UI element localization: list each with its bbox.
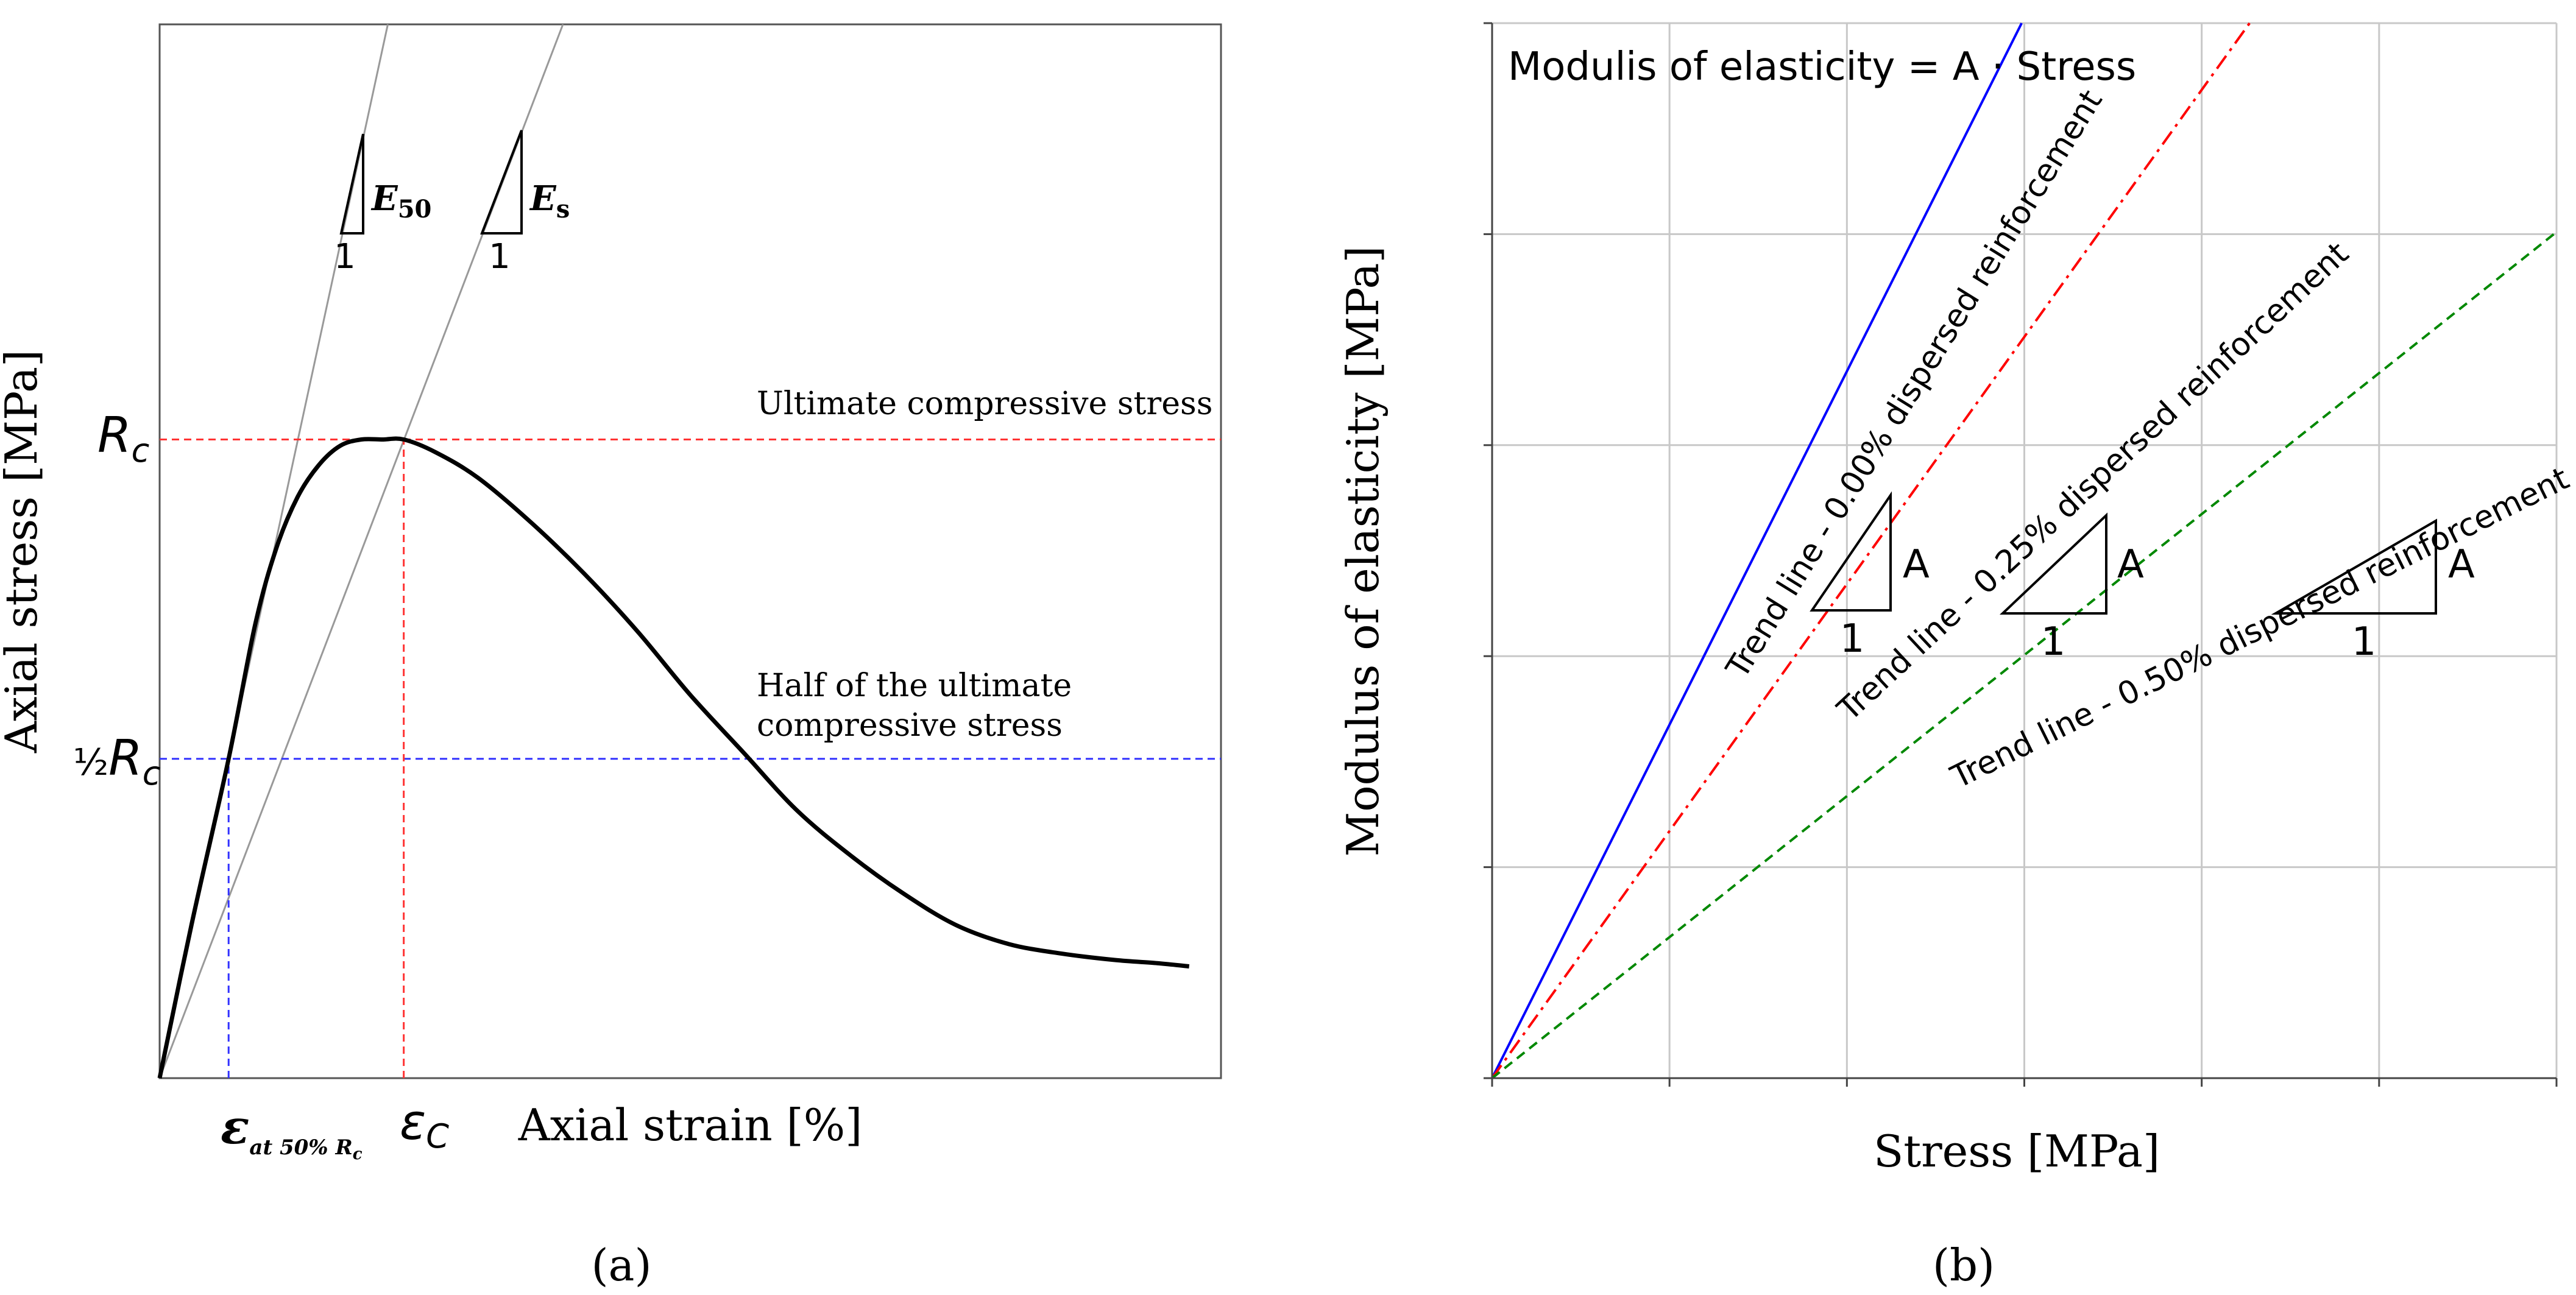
slope-triangle-0-00-rise: A xyxy=(1903,542,1930,587)
e50-label: E50 xyxy=(370,178,431,224)
y-tick-rc: Rc xyxy=(97,407,149,470)
slope-triangle-0-25: 1 A xyxy=(1999,512,2144,665)
stress-strain-curve xyxy=(157,436,1190,1079)
ultimate-stress-label: Ultimate compressive stress xyxy=(757,386,1212,422)
slope-triangle-0-25-run: 1 xyxy=(2041,619,2066,665)
slope-triangle-0-50-rise: A xyxy=(2448,542,2475,587)
slope-triangle-0-25-rise: A xyxy=(2117,542,2144,587)
slope-triangle-0-50-run: 1 xyxy=(2352,619,2377,665)
x-tick-eps-c: εC xyxy=(400,1094,449,1156)
x-tick-eps-50: εat 50% Rc xyxy=(221,1099,363,1163)
panel-a-plot-frame xyxy=(158,23,1222,1079)
panel-b: Modulis of elasticity = A · Stress Trend… xyxy=(1337,22,2575,1291)
panel-b-x-axis-label: Stress [MPa] xyxy=(1874,1126,2160,1177)
panel-b-title: Modulis of elasticity = A · Stress xyxy=(1508,44,2136,90)
trend-line-0 xyxy=(1491,23,2023,1079)
half-ultimate-label-line1: Half of the ultimate xyxy=(757,668,1072,704)
panel-a-caption: (a) xyxy=(591,1240,651,1291)
panel-b-caption: (b) xyxy=(1933,1240,1995,1291)
e50-slope-triangle: 1 E50 xyxy=(334,133,431,277)
slope-triangle-0-00: 1 A xyxy=(1810,491,1930,662)
es-run-label: 1 xyxy=(489,237,511,277)
panel-b-series xyxy=(1491,22,2558,1079)
panel-b-y-axis-label: Modulus of elasticity [MPa] xyxy=(1337,245,1389,856)
panel-a-reference-lines xyxy=(158,24,1221,1079)
e50-run-label: 1 xyxy=(334,237,356,277)
slope-triangle-0-50: 1 A xyxy=(2271,518,2475,665)
panel-a-x-axis-label: Axial strain [%] xyxy=(518,1099,863,1151)
panel-a-series xyxy=(157,436,1190,1079)
es-label: Es xyxy=(529,178,570,224)
panel-b-ticks xyxy=(1484,22,2558,1087)
es-slope-triangle: 1 Es xyxy=(480,130,570,277)
panel-b-grid xyxy=(1492,22,2558,1078)
panel-a-y-axis-label: Axial stress [MPa] xyxy=(0,350,47,753)
half-ultimate-label-line2: compressive stress xyxy=(757,707,1063,744)
series-label-0-25: Trend line - 0.25% dispersed reinforceme… xyxy=(1830,235,2355,729)
series-label-0-00: Trend line - 0.00% dispersed reinforceme… xyxy=(1719,83,2109,685)
panel-a: 1 E50 1 Es Ultimate compressive stress H… xyxy=(0,23,1222,1291)
trend-line-2 xyxy=(1491,231,2558,1079)
y-tick-half-rc: ½Rc xyxy=(73,730,160,792)
slope-triangle-0-00-run: 1 xyxy=(1840,616,1865,662)
